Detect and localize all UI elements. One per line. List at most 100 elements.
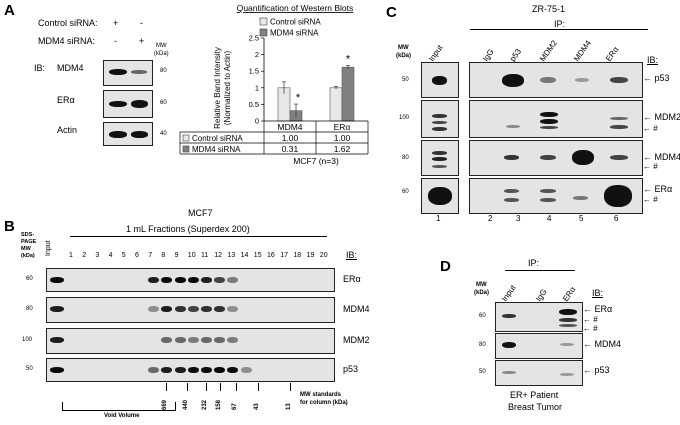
panel-d-ib-era: ← ERα [583,304,613,314]
panel-b-input-label: Input [45,240,52,256]
panel-a-ib-label: IB: [34,63,46,73]
band [50,337,64,343]
panel-d-mw-60: 60 [479,313,486,319]
fraction-number: 18 [293,252,302,259]
mw-standards-caption-2: for column (kDa) [300,400,348,406]
panel-c-lane-mdm2: MDM2 [538,38,559,64]
y-tick-label: 2.5 [249,34,259,43]
void-volume-label: Void Volume [104,413,140,419]
band [227,337,239,343]
mw-standard-label: 158 [216,399,222,410]
panel-c-lane-num-3: 3 [516,214,521,223]
panel-c-ib-mdm2: ← MDM2 [643,112,680,122]
table-header-mdm4: MDM4 [277,122,302,132]
panel-d-ib-p53: ← p53 [583,365,610,375]
panel-c-lane-input: Input [427,43,445,64]
panel-c-mw-80: 80 [402,155,409,161]
table-cell: 1.00 [282,133,299,143]
blot-a-actin [103,122,153,146]
panel-c-lane-num-5: 5 [579,214,584,223]
fraction-number: 12 [214,252,222,259]
blot-b-mdm2 [46,328,335,354]
panel-b-ib-mdm2: MDM2 [343,335,370,345]
western-blot-quantification-chart: Quantification of Western Blots Control … [179,3,369,166]
band [214,367,226,373]
panel-c-ip-line [470,29,648,30]
blot-d-mdm4 [495,333,583,359]
panel-d-ib-mdm4: ← MDM4 [583,339,622,349]
legend-label-mdm4: MDM4 siRNA [270,29,319,38]
fraction-number: 7 [148,252,153,259]
band [161,367,173,373]
band [131,131,148,138]
blot-a-era [103,90,153,118]
x-axis-label: MCF7 (n=3) [293,156,339,166]
mw-standards-caption-1: MW standards [300,392,342,398]
panel-d-lane-input: Input [500,283,518,304]
mdm4-sirna-label: MDM4 siRNA: [38,36,96,46]
band [240,367,252,373]
sds-page-label: SDS- PAGE MW (kDa) [21,232,37,259]
fraction-number: 10 [187,252,196,259]
lane2-control-sign: - [140,18,143,28]
fraction-number: 20 [319,252,328,259]
band [161,277,173,283]
band [109,101,127,107]
panel-c-ib-era: ← ERα [643,184,673,194]
panel-b-letter: B [4,218,15,235]
band [214,306,226,312]
panel-a-blot-label-era: ERα [57,95,75,105]
fraction-number: 16 [267,252,275,259]
fraction-number: 8 [161,252,166,259]
mw-standard-tick [258,383,259,391]
mw-standard-label: 440 [183,399,189,410]
panel-d-lane-era: ERα [561,285,578,304]
band [161,337,173,343]
band [131,70,147,74]
panel-c-mw-label: MW [398,45,409,51]
panel-a-blot-label-actin: Actin [57,125,78,135]
panel-c-lane-num-6: 6 [614,214,619,223]
lane1-control-sign: + [113,18,119,28]
significance-star: * [346,54,351,66]
mw-standard-label: 13 [286,403,292,410]
panel-b-mw-100: 100 [22,337,33,343]
fraction-number: 11 [201,252,209,259]
panel-c-kda-label: (kDa) [396,53,412,59]
mw-standard-tick [220,383,221,391]
mw-standard-tick [236,383,237,391]
panel-b-title: MCF7 [188,208,213,218]
panel-a-mw-40: 40 [160,131,167,137]
mw-standard-tick [206,383,207,391]
blot-c-p53-ip [469,62,643,98]
panel-c-lane-mdm4: MDM4 [572,38,593,64]
panel-c-mw-50: 50 [402,77,409,83]
band [187,277,199,283]
blot-b-era [46,268,335,292]
blot-c-p53-input [421,62,459,98]
band [187,306,199,312]
blot-b-mdm4 [46,297,335,323]
panel-d-hash-2: ← # [583,324,598,333]
y-tick-label: 2 [255,50,259,59]
panel-d-kda-label: (kDa) [474,290,490,296]
panel-a-mw-label: MW [156,43,167,49]
panel-c-lane-igg: IgG [481,47,496,64]
y-tick-label: 0.5 [249,100,259,109]
panel-c-ib-p53: ← p53 [643,73,670,83]
legend-swatch-mdm4 [259,28,268,37]
panel-c-lane-num-1: 1 [436,214,441,223]
control-sirna-label: Control siRNA: [38,18,98,28]
fraction-number: 1 [69,252,73,259]
panel-c-ip-label: IP: [554,19,566,29]
blot-c-mdm4-input [421,140,459,176]
band [201,306,212,312]
band [214,337,226,343]
panel-c-hash-mdm4: ← # [643,162,658,171]
blot-c-era-input [421,178,459,214]
table-cell: 1.00 [334,133,351,143]
band [148,367,160,373]
panel-b-ib-mdm4: MDM4 [343,304,370,314]
mw-standard-tick [290,383,291,391]
panel-b-mw-80: 80 [26,306,33,312]
